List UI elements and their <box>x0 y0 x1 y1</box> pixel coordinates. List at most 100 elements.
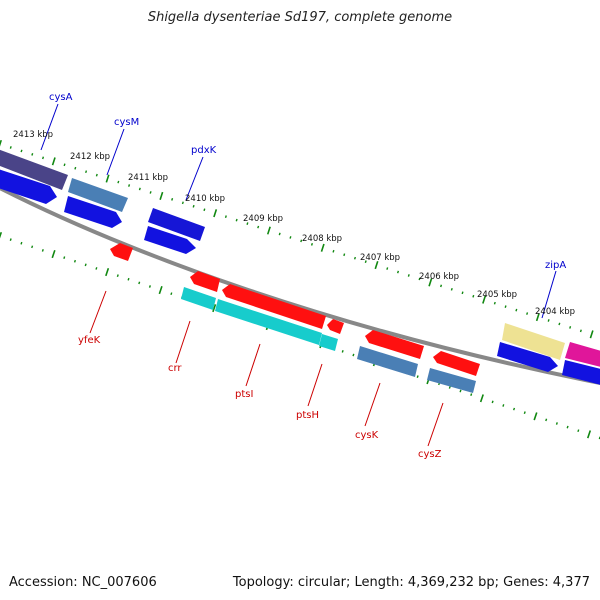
major-tick <box>586 430 592 439</box>
gene-feature-red-ptsH[interactable] <box>327 319 344 334</box>
minor-tick <box>257 225 260 229</box>
leader-pdxK <box>185 156 204 201</box>
gene-label-zipA[interactable]: zipA <box>545 260 566 271</box>
gene-label-ptsH[interactable]: ptsH <box>296 410 319 421</box>
gene-feature-blue-arrow-4[interactable] <box>497 342 558 372</box>
minor-tick <box>502 404 505 407</box>
gene-feature-steel-blue-cysZ[interactable] <box>427 368 476 393</box>
major-tick <box>535 312 540 322</box>
gene-label-cysK[interactable]: cysK <box>355 430 379 441</box>
minor-tick <box>95 173 98 177</box>
gene-feature-blue-arrow-1[interactable] <box>0 168 57 204</box>
kbp-label: 2412 kbp <box>70 152 110 162</box>
gene-feature-blue-arrow-5[interactable] <box>562 360 600 386</box>
minor-tick <box>491 400 494 404</box>
minor-tick <box>300 239 303 243</box>
leader-cysK <box>364 382 381 427</box>
minor-tick <box>278 232 281 236</box>
gene-labels: cysA cysM pdxK zipA yfeK crr ptsI ptsH c… <box>49 92 566 460</box>
minor-tick <box>138 281 141 285</box>
major-tick <box>51 249 56 259</box>
minor-tick <box>343 253 346 257</box>
gene-label-cysM[interactable]: cysM <box>114 117 139 128</box>
minor-tick <box>515 308 518 312</box>
gene-feature-khaki[interactable] <box>502 323 565 360</box>
gene-feature-red-ptsI[interactable] <box>222 284 326 329</box>
minor-tick <box>149 191 152 194</box>
minor-tick <box>310 242 313 246</box>
label-leaders <box>40 103 557 447</box>
gene-feature-cyan-1[interactable] <box>181 287 216 310</box>
gene-label-ptsI[interactable]: ptsI <box>235 389 253 400</box>
minor-tick <box>85 170 88 174</box>
gene-label-cysZ[interactable]: cysZ <box>418 449 442 460</box>
gene-feature-steel-blue[interactable] <box>68 178 128 212</box>
gene-feature-blue-arrow-3[interactable] <box>144 226 196 254</box>
minor-tick <box>171 198 174 201</box>
reverse-strand-features <box>110 243 480 393</box>
major-tick <box>533 412 538 421</box>
minor-tick <box>73 259 77 263</box>
gene-feature-red-yfeK[interactable] <box>110 243 133 261</box>
minor-tick <box>128 184 131 187</box>
minor-tick <box>558 322 561 326</box>
minor-tick <box>472 294 475 298</box>
major-tick <box>266 226 271 235</box>
minor-tick <box>192 204 195 208</box>
genome-backbone <box>0 185 600 386</box>
accession-text: Accession: NC_007606 <box>9 575 157 590</box>
major-tick <box>0 139 2 147</box>
minor-tick <box>577 429 580 433</box>
gene-feature-cyan-3[interactable] <box>319 334 338 351</box>
gene-feature-red-cysK[interactable] <box>365 330 424 359</box>
gene-label-pdxK[interactable]: pdxK <box>191 145 217 156</box>
minor-tick <box>41 249 44 252</box>
gene-label-crr[interactable]: crr <box>168 363 182 374</box>
minor-tick <box>341 350 344 353</box>
kbp-label: 2406 kbp <box>419 272 459 282</box>
minor-tick <box>526 312 529 315</box>
leader-yfeK <box>89 290 107 334</box>
kbp-label: 2405 kbp <box>477 290 517 300</box>
gene-feature-red-cysZ[interactable] <box>433 351 480 376</box>
gene-feature-blue[interactable] <box>148 208 205 241</box>
kbp-label: 2409 kbp <box>243 214 283 224</box>
leader-zipA <box>541 270 557 319</box>
minor-tick <box>547 319 550 322</box>
minor-tick <box>523 411 526 415</box>
gene-label-yfeK[interactable]: yfeK <box>78 335 101 346</box>
minor-tick <box>459 389 462 393</box>
minor-tick <box>246 222 249 225</box>
minor-tick <box>448 386 451 389</box>
minor-tick <box>20 149 23 153</box>
minor-tick <box>117 180 120 184</box>
gene-feature-steel-blue-cysK[interactable] <box>357 346 418 377</box>
gene-feature-dark-purple[interactable] <box>0 148 68 190</box>
gene-feature-magenta[interactable] <box>565 342 600 368</box>
major-tick <box>320 243 325 252</box>
genome-summary-text: Topology: circular; Length: 4,369,232 bp… <box>232 575 590 590</box>
minor-tick <box>396 270 400 274</box>
major-tick <box>479 394 484 403</box>
minor-tick <box>9 238 12 241</box>
gene-feature-blue-arrow-2[interactable] <box>64 196 122 228</box>
minor-tick <box>353 256 357 260</box>
minor-tick <box>289 236 292 239</box>
minor-tick <box>493 301 496 305</box>
gene-feature-cyan-2[interactable] <box>215 299 322 345</box>
gene-label-cysA[interactable]: cysA <box>49 92 73 103</box>
minor-tick <box>63 256 66 259</box>
major-tick <box>159 191 164 200</box>
minor-tick <box>20 241 23 245</box>
leader-ptsH <box>307 363 323 407</box>
minor-tick <box>418 277 421 281</box>
leader-crr <box>175 320 191 364</box>
minor-tick <box>504 305 507 308</box>
gene-feature-red-crr[interactable] <box>190 271 220 292</box>
minor-tick <box>416 375 419 378</box>
minor-tick <box>63 163 66 167</box>
kbp-label: 2408 kbp <box>302 234 342 244</box>
minor-tick <box>566 425 569 429</box>
major-tick <box>158 286 163 295</box>
minor-tick <box>181 201 184 205</box>
